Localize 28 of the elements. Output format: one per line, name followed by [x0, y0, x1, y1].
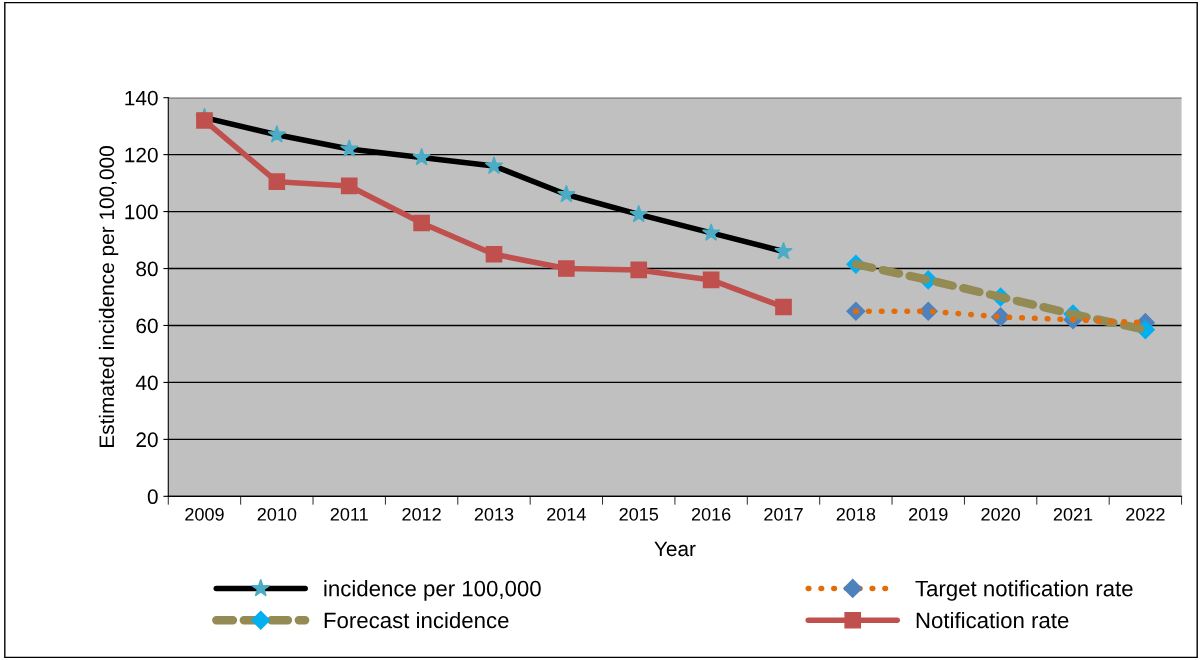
x-tick-label: 2018: [836, 507, 876, 521]
y-tick-label: 40: [135, 375, 158, 391]
x-tick-label: 2019: [909, 507, 948, 521]
x-axis-title: Year: [654, 541, 696, 557]
y-tick-label: 60: [136, 318, 158, 334]
y-tick-label: 0: [147, 489, 158, 505]
y-tick-label: 100: [125, 204, 158, 220]
legend-label: Target notification rate: [915, 580, 1133, 601]
x-tick-label: 2012: [402, 507, 441, 521]
x-tick-label: 2022: [1126, 507, 1165, 521]
x-tick-label: 2016: [691, 507, 731, 521]
x-tick-label: 2015: [619, 507, 659, 521]
x-tick-label: 2021: [1053, 507, 1093, 521]
x-tick-label: 2010: [257, 507, 297, 521]
y-tick-label: 120: [125, 147, 158, 163]
y-axis-title: Estimated incidence per 100,000: [98, 146, 119, 447]
x-tick-label: 2017: [764, 507, 803, 521]
legend-label: incidence per 100,000: [324, 580, 541, 601]
x-tick-label: 2011: [330, 507, 368, 521]
x-tick-label: 2013: [474, 507, 514, 521]
y-tick-label: 20: [136, 432, 158, 448]
y-tick-label: 80: [136, 261, 158, 277]
legend-label: Forecast incidence: [324, 611, 509, 629]
legend-label: Notification rate: [916, 611, 1069, 629]
x-tick-label: 2009: [185, 507, 224, 521]
y-tick-label: 140: [125, 90, 158, 106]
x-tick-label: 2014: [547, 507, 586, 521]
x-tick-label: 2020: [981, 507, 1020, 521]
